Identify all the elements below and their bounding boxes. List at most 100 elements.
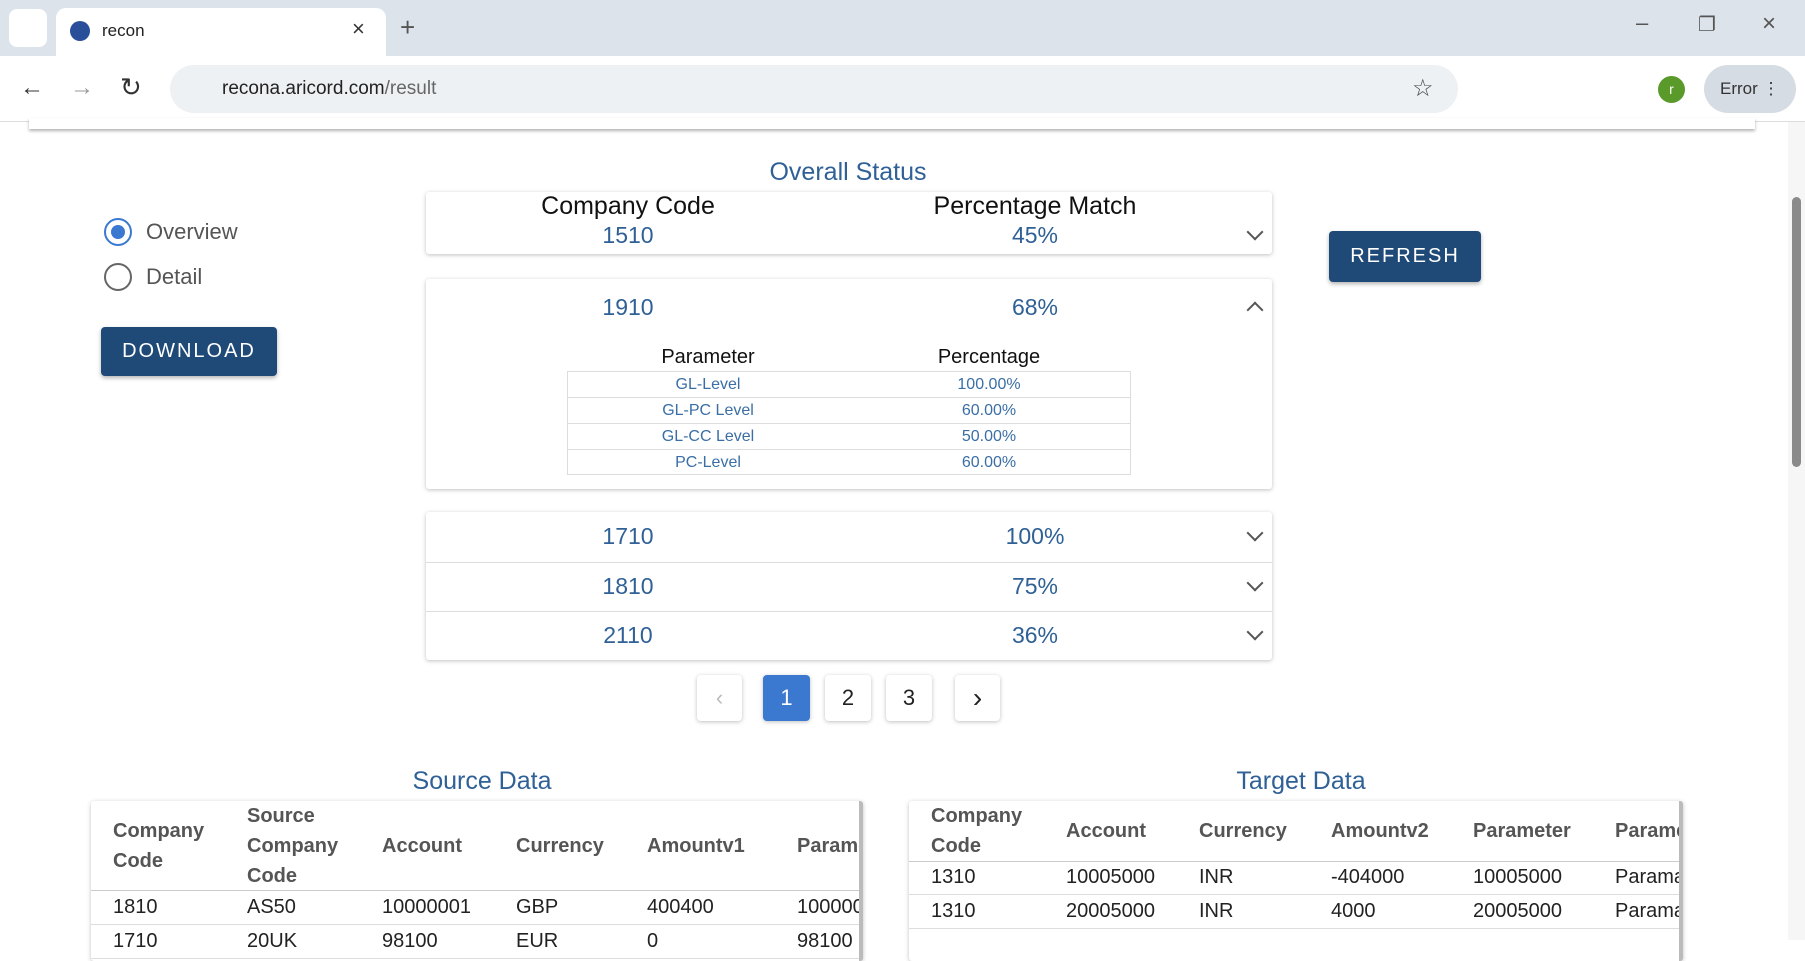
column-header: Currency [1199,820,1287,842]
percentage-match: 68% [1011,294,1059,320]
table-cell: 10005000 [1066,866,1155,888]
percentage-match: 36% [1011,622,1059,648]
status-card: Company Code Percentage Match 1510 45% [426,192,1272,254]
radio-label: Overview [146,219,238,244]
source-table: Company Code Source Company Code Account Cu… [91,801,863,961]
table-cell: 1310 [931,900,976,922]
radio[interactable] [104,218,132,246]
page-button[interactable]: 1 [763,675,810,721]
column-header: Percentage Match [933,192,1137,220]
status-chip[interactable]: Error ⋮ [1704,65,1796,113]
expand-toggle[interactable] [1246,623,1264,641]
detail-header: Parameter [661,346,755,368]
divider [426,561,1272,563]
column-header: Parame [1615,820,1683,842]
page-button[interactable]: 3 [886,675,932,721]
status-card: 1710 100% 1810 75% 2110 36% [426,512,1272,660]
table-cell: 1710 [113,930,158,952]
row-divider [909,928,1679,929]
back[interactable]: ← [20,74,44,101]
percentage-match: 75% [1011,572,1059,599]
table-cell: INR [1199,900,1234,922]
company-code: 2110 [603,622,653,648]
column-header: Parameter [1473,820,1571,842]
page-title: Overall Status [769,158,927,186]
table-cell: 100000 [797,896,863,918]
reload[interactable]: ↻ [120,72,142,102]
status-card: 1910 68% Parameter Percentage GL-Level 100.00… [426,279,1272,489]
table-cell: 20UK [247,930,298,952]
target-table: Company Code Account Currency Amountv2 Param… [909,801,1683,961]
tab-title: recon [102,21,145,40]
row-divider [567,397,1131,398]
url-path: /result [384,78,437,99]
profile[interactable]: r [1658,76,1685,103]
table-cell: 4000 [1331,900,1376,922]
detail-cell: PC-Level [675,454,741,471]
detail-cell: 60.00% [961,454,1017,471]
table-cell: -404000 [1331,866,1405,888]
table-cell: 0 [647,930,659,952]
column-header: Company Code [931,805,1023,857]
prev-page[interactable]: ‹ [697,675,742,721]
source-title: Source Data [412,767,552,795]
row-divider [567,449,1131,450]
address-bar[interactable]: recona.aricord.com/result ☆ [170,65,1458,113]
table-cell: 400400 [647,896,714,918]
bookmark[interactable]: ☆ [1412,75,1434,102]
expand-toggle[interactable] [1246,223,1264,241]
download-button[interactable]: DOWNLOAD [101,327,277,376]
table-cell: AS50 [247,896,296,918]
column-header: Source Company Code [247,804,339,887]
radio-dot [111,225,125,239]
percentage-match: 100% [1005,523,1065,549]
table-cell: Parama [1615,866,1683,888]
tab-close[interactable]: × [352,16,365,41]
column-header: Amountv2 [1331,820,1429,842]
tab[interactable]: recon × [56,8,386,56]
column-header: Parame [797,834,863,857]
scrollbar[interactable] [1788,122,1805,940]
tab-menu[interactable] [9,9,47,47]
header-divider [91,890,859,891]
row-divider [567,423,1131,424]
restore[interactable]: ❐ [1698,14,1716,36]
detail-cell: GL-CC Level [661,428,755,445]
column-header: Account [382,834,462,857]
minimize[interactable]: – [1636,10,1649,35]
target-title: Target Data [1236,767,1366,795]
company-code: 1710 [602,523,654,549]
close-window[interactable]: × [1762,10,1777,37]
expand-toggle[interactable] [1246,524,1264,542]
company-code: 1510 [602,222,654,248]
row-divider [91,924,859,925]
next-page[interactable]: › [955,675,1000,721]
expand-toggle[interactable] [1246,301,1264,319]
column-header: Account [1066,820,1146,842]
table-cell: 20005000 [1473,900,1562,922]
top-card [29,118,1755,129]
detail-header: Percentage [937,346,1041,368]
forward[interactable]: → [70,74,94,101]
new-tab[interactable]: + [400,12,416,42]
detail-cell: GL-PC Level [662,402,754,419]
table-cell: Parama [1615,900,1683,922]
row-divider [91,958,859,959]
status-text: Error [1720,79,1758,98]
detail-cell: 100.00% [957,376,1021,393]
page-button[interactable]: 2 [825,675,871,721]
column-header: Amountv1 [647,834,745,857]
toolbar: ← → ↻ recona.aricord.com/result ☆ r Erro… [0,56,1805,122]
row-divider [909,894,1679,895]
table-cell: 98100 [382,930,438,952]
table-cell: 98100 [797,930,853,952]
tab-bar: recon × + – ❐ × [0,0,1805,56]
table-cell: 10005000 [1473,866,1562,888]
detail-cell: 50.00% [961,428,1017,445]
divider [426,611,1272,612]
refresh-button[interactable]: REFRESH [1329,231,1481,282]
table-cell: 1810 [113,896,158,918]
expand-toggle[interactable] [1246,574,1264,591]
radio[interactable] [104,263,132,291]
